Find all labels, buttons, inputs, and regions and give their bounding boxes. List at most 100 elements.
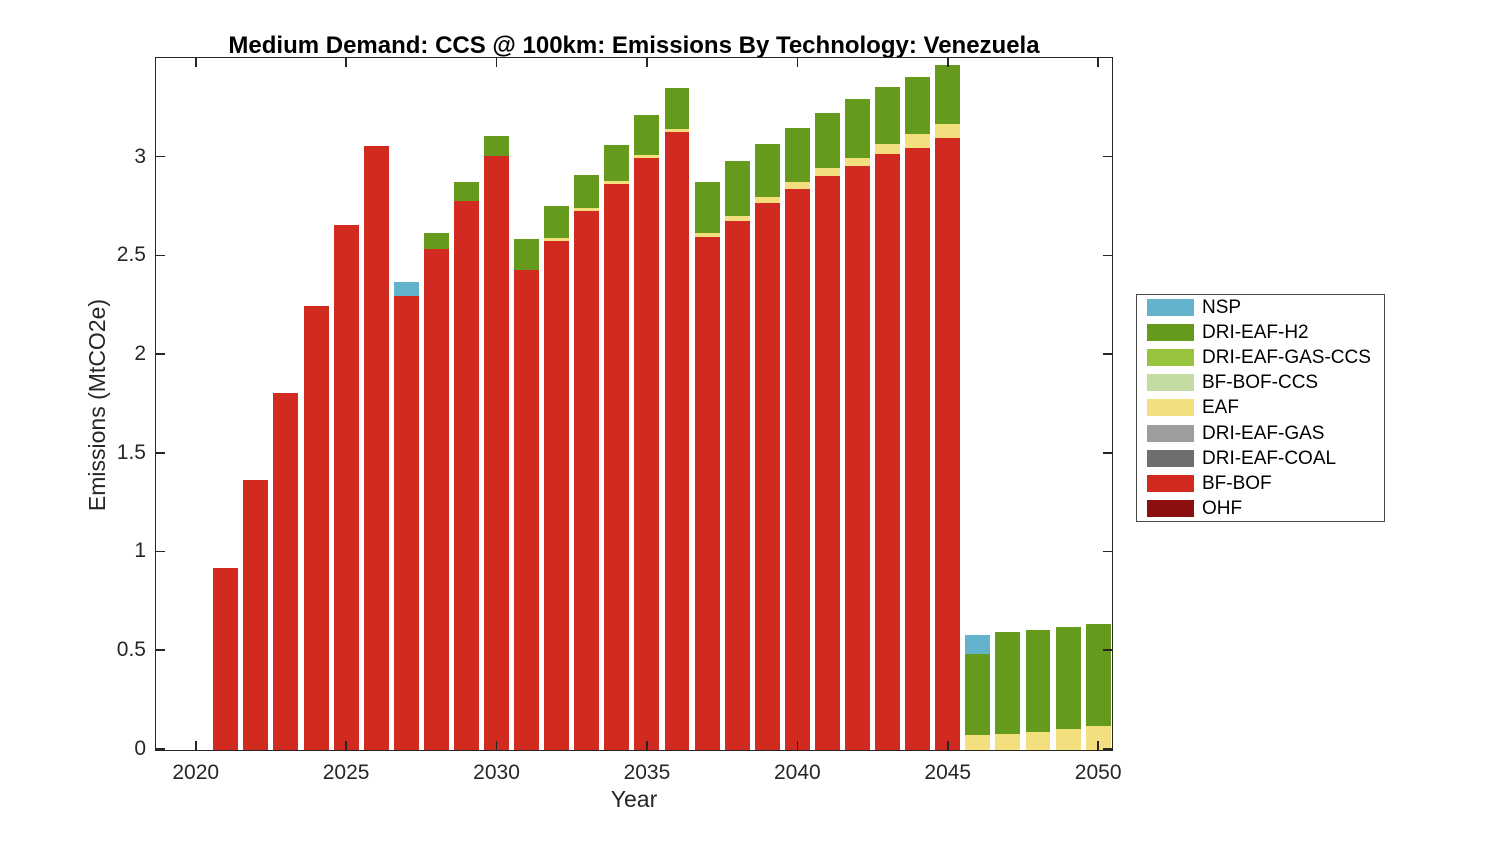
bar-segment-EAF-2044 [905, 134, 931, 149]
x-tick-label: 2035 [623, 761, 671, 784]
legend-swatch-BF-BOF [1147, 474, 1194, 492]
bar-segment-DRI-EAF-H2-2034 [604, 145, 630, 181]
legend-item-BF-BOF-CCS: BF-BOF-CCS [1137, 370, 1384, 395]
x-tick-mark [646, 741, 648, 750]
y-tick-mark [156, 353, 165, 355]
legend: NSP DRI-EAF-H2 DRI-EAF-GAS-CCS BF-BOF-CCS EA… [1136, 294, 1385, 522]
bar-segment-BF-BOF-2038 [724, 221, 750, 750]
bar-segment-EAF-2046 [965, 735, 991, 750]
bar-segment-DRI-EAF-H2-2048 [1025, 629, 1051, 733]
bar-segment-BF-BOF-2028 [423, 248, 449, 750]
bar-segment-DRI-EAF-H2-2045 [935, 65, 961, 125]
bar-segment-BF-BOF-2041 [814, 175, 840, 750]
legend-label: DRI-EAF-COAL [1202, 447, 1337, 469]
legend-item-DRI-EAF-GAS-CCS: DRI-EAF-GAS-CCS [1137, 345, 1384, 370]
legend-swatch-DRI-EAF-H2 [1147, 324, 1194, 342]
y-tick-mark [1103, 649, 1112, 651]
legend-label: BF-BOF-CCS [1202, 372, 1319, 394]
bar-segment-DRI-EAF-H2-2028 [423, 232, 449, 249]
legend-item-NSP: NSP [1137, 295, 1384, 320]
x-tick-mark [495, 741, 498, 750]
bar-segment-EAF-2049 [1055, 729, 1081, 750]
bar-segment-NSP-2046 [965, 634, 991, 655]
bar-segment-BF-BOF-2042 [845, 165, 870, 750]
y-axis-label: Emissions (MtCO2e) [84, 298, 110, 512]
y-tick-label: 0 [134, 736, 146, 760]
bar-segment-BF-BOF-2024 [303, 305, 329, 750]
y-tick-label: 0.5 [116, 638, 146, 662]
legend-label: EAF [1202, 397, 1239, 419]
bar-segment-BF-BOF-2023 [273, 392, 299, 750]
bar-segment-DRI-EAF-H2-2040 [784, 128, 810, 182]
bar-segment-DRI-EAF-H2-2043 [875, 86, 901, 145]
legend-item-DRI-EAF-COAL: DRI-EAF-COAL [1137, 446, 1384, 471]
bar-segment-DRI-EAF-H2-2030 [484, 136, 509, 156]
y-tick-mark [1103, 353, 1112, 355]
y-tick-mark [1103, 748, 1112, 750]
bar-segment-DRI-EAF-H2-2047 [995, 631, 1021, 735]
bar-segment-DRI-EAF-H2-2044 [905, 76, 931, 135]
x-tick-mark [345, 741, 347, 750]
bar-segment-EAF-2033 [574, 208, 600, 212]
bar-segment-DRI-EAF-H2-2035 [634, 115, 660, 155]
legend-label: DRI-EAF-GAS [1202, 422, 1325, 444]
y-tick-label: 3 [134, 144, 146, 168]
legend-item-DRI-EAF-H2: DRI-EAF-H2 [1137, 320, 1384, 345]
bar-segment-BF-BOF-2034 [604, 183, 630, 750]
x-tick-label: 2045 [924, 761, 972, 784]
bar-segment-EAF-2038 [724, 216, 750, 222]
x-tick-mark [946, 58, 949, 67]
y-tick-label: 1.5 [116, 440, 146, 464]
x-tick-mark [796, 741, 799, 750]
x-tick-mark [646, 58, 648, 67]
legend-label: DRI-EAF-GAS-CCS [1202, 347, 1371, 369]
bar-segment-DRI-EAF-H2-2049 [1055, 626, 1081, 730]
legend-swatch-EAF [1147, 399, 1194, 417]
bar-segment-BF-BOF-2029 [453, 201, 479, 750]
x-tick-mark [345, 58, 347, 67]
chart-title: Medium Demand: CCS @ 100km: Emissions By… [228, 32, 1040, 59]
y-tick-label: 1 [134, 539, 146, 563]
x-tick-label: 2030 [473, 761, 520, 784]
bar-segment-BF-BOF-2021 [213, 568, 239, 750]
legend-label: NSP [1202, 297, 1242, 319]
x-tick-label: 2020 [172, 761, 220, 784]
bar-segment-BF-BOF-2027 [393, 296, 419, 750]
bar-segment-DRI-EAF-H2-2042 [845, 98, 870, 158]
bar-segment-EAF-2040 [784, 181, 810, 190]
bar-segment-BF-BOF-2030 [484, 155, 509, 750]
legend-swatch-DRI-EAF-GAS [1147, 424, 1194, 442]
legend-label: DRI-EAF-H2 [1202, 322, 1309, 344]
bar-segment-EAF-2036 [664, 129, 690, 133]
legend-swatch-NSP [1147, 299, 1194, 317]
y-tick-label: 2 [134, 342, 146, 366]
bar-segment-EAF-2032 [544, 237, 570, 241]
y-tick-mark [156, 748, 165, 750]
bar-segment-EAF-2034 [604, 180, 630, 184]
y-tick-mark [1103, 550, 1112, 553]
legend-swatch-DRI-EAF-COAL [1147, 449, 1194, 467]
y-tick-mark [156, 155, 165, 158]
bar-segment-EAF-2039 [754, 197, 780, 204]
y-tick-mark [1103, 451, 1112, 454]
legend-label: OHF [1202, 497, 1243, 519]
bar-segment-DRI-EAF-H2-2039 [754, 144, 780, 198]
x-tick-mark [495, 58, 498, 67]
bar-segment-DRI-EAF-H2-2038 [724, 160, 750, 217]
y-tick-mark [156, 254, 165, 257]
legend-swatch-DRI-EAF-GAS-CCS [1147, 349, 1194, 367]
y-tick-mark [156, 550, 165, 553]
legend-item-DRI-EAF-GAS: DRI-EAF-GAS [1137, 421, 1384, 446]
bar-segment-DRI-EAF-H2-2050 [1085, 623, 1111, 727]
bar-segment-BF-BOF-2033 [574, 211, 600, 750]
bar-segment-NSP-2027 [393, 282, 419, 297]
bar-segment-BF-BOF-2037 [694, 236, 720, 750]
x-tick-mark [1097, 741, 1099, 750]
bar-segment-BF-BOF-2025 [333, 225, 359, 750]
legend-item-EAF: EAF [1137, 395, 1384, 420]
x-tick-mark [796, 58, 799, 67]
bar-segment-EAF-2050 [1085, 726, 1111, 750]
bar-segment-DRI-EAF-H2-2029 [453, 181, 479, 202]
legend-swatch-OHF [1147, 499, 1194, 517]
bar-segment-BF-BOF-2039 [754, 203, 780, 750]
